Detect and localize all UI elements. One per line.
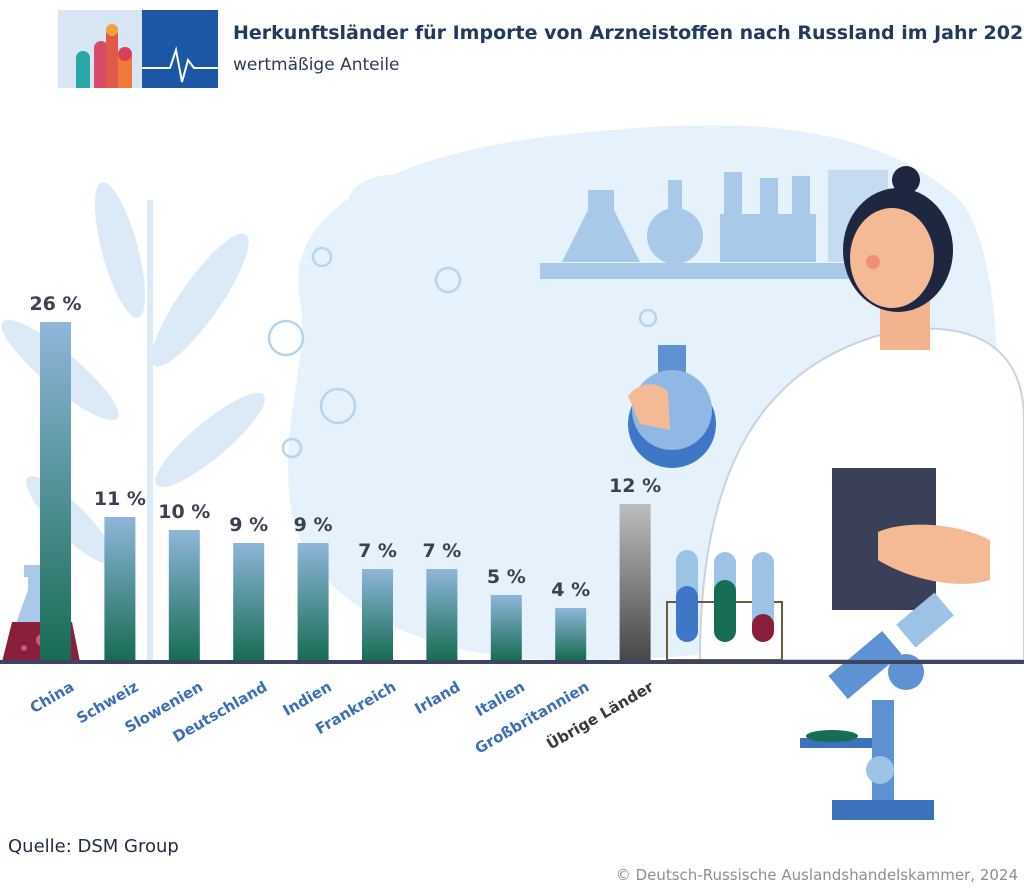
- bar-6: [426, 569, 458, 660]
- value-label-1: 11 %: [94, 488, 146, 510]
- bar-2: [168, 530, 200, 660]
- copyright-note: © Deutsch-Russische Auslandshandelskamme…: [615, 866, 1018, 884]
- chart-subtitle: wertmäßige Anteile: [233, 55, 400, 75]
- value-label-7: 5 %: [487, 566, 526, 588]
- kremlin-heartbeat-logo: [58, 10, 218, 88]
- value-label-6: 7 %: [422, 540, 461, 562]
- bar-0: [40, 322, 71, 660]
- source-note: Quelle: DSM Group: [8, 836, 179, 857]
- category-label-6: Irland: [411, 678, 463, 718]
- category-label-8: Großbritannien: [472, 678, 592, 758]
- bar-1: [104, 517, 136, 660]
- bar-7: [490, 595, 522, 660]
- value-label-3: 9 %: [229, 514, 268, 536]
- bars-layer: [40, 322, 651, 660]
- bar-8: [555, 608, 587, 660]
- category-label-0: China: [27, 678, 77, 717]
- lab-illustration: [1, 125, 1024, 820]
- value-label-0: 26 %: [29, 293, 81, 315]
- bar-5: [362, 569, 393, 660]
- value-label-9: 12 %: [609, 475, 661, 497]
- value-label-5: 7 %: [358, 540, 397, 562]
- value-label-2: 10 %: [158, 501, 210, 523]
- bar-3: [233, 543, 265, 660]
- chart-title: Herkunftsländer für Importe von Arzneist…: [233, 22, 1024, 44]
- bar-4: [297, 543, 329, 660]
- value-label-8: 4 %: [551, 579, 590, 601]
- category-label-9: Übrige Länder: [543, 676, 657, 753]
- value-label-4: 9 %: [294, 514, 333, 536]
- bar-9: [619, 504, 651, 660]
